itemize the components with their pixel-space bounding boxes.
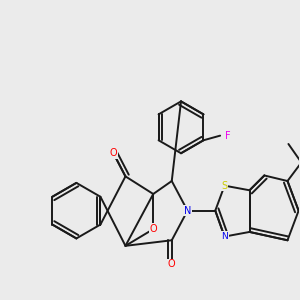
- Text: N: N: [184, 206, 191, 216]
- Text: F: F: [225, 130, 230, 141]
- Text: O: O: [110, 148, 117, 158]
- Text: O: O: [149, 224, 157, 234]
- Text: O: O: [168, 260, 176, 269]
- Text: S: S: [221, 181, 228, 190]
- Text: N: N: [221, 232, 228, 241]
